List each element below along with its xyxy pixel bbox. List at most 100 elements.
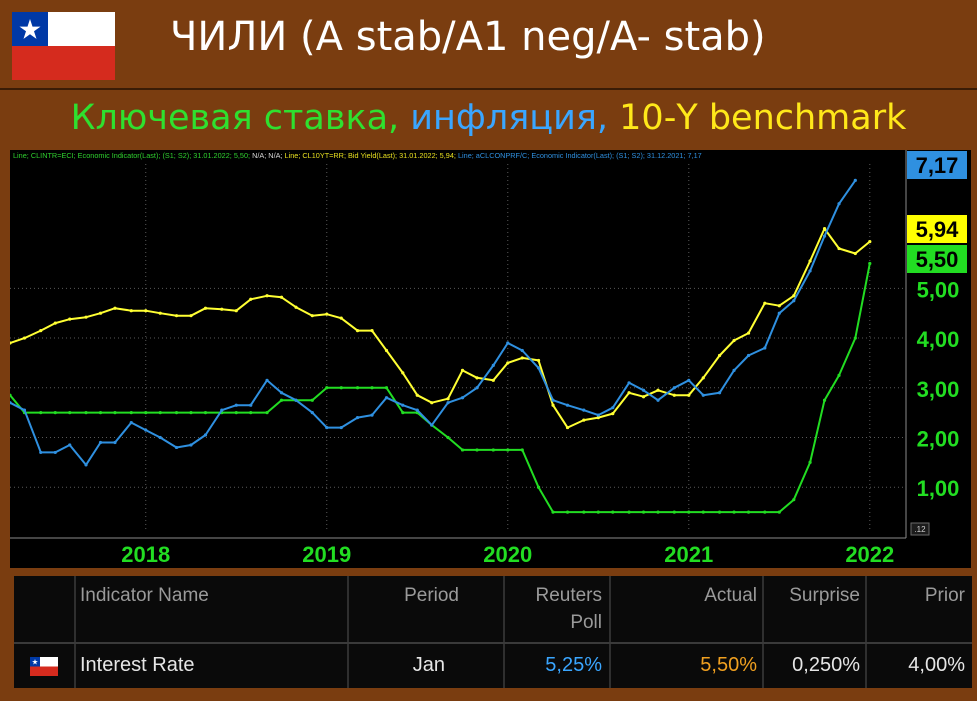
series-point-0 [732, 338, 736, 343]
chart-panel: Line; CLINTR=ECI; Economic Indicator(Las… [10, 150, 971, 568]
series-point-0 [113, 306, 117, 310]
series-point-2 [460, 396, 465, 400]
row-indicator-name[interactable]: Interest Rate [80, 654, 195, 676]
header-reuters-poll[interactable]: Reuters Poll [509, 582, 602, 636]
series-point-2 [596, 413, 600, 417]
subtitle-inflation: инфляция, [410, 98, 620, 138]
x-tick-label: 2022 [845, 542, 894, 567]
series-point-1 [717, 510, 722, 514]
series-point-0 [203, 306, 208, 310]
series-point-0 [158, 311, 162, 315]
series-point-0 [339, 316, 343, 320]
series-point-1 [53, 411, 57, 415]
column-divider [762, 576, 764, 688]
series-point-1 [536, 485, 541, 489]
series-point-2 [808, 269, 812, 273]
series-point-0 [672, 393, 676, 397]
series-point-1 [39, 411, 43, 415]
series-point-0 [370, 328, 374, 333]
series-point-1 [687, 510, 691, 514]
header-actual[interactable]: Actual [704, 585, 757, 606]
series-point-0 [265, 294, 269, 298]
series-point-0 [98, 311, 103, 315]
series-point-2 [113, 440, 117, 445]
x-tick-label: 2018 [121, 542, 170, 567]
series-point-0 [596, 416, 600, 420]
row-surprise: 0,250% [792, 654, 860, 676]
series-point-0 [234, 309, 238, 313]
series-point-1 [746, 510, 751, 514]
series-point-0 [10, 341, 12, 345]
series-point-0 [656, 388, 660, 392]
y-tick-label: 3,00 [917, 377, 960, 402]
series-point-0 [822, 227, 827, 231]
series-point-1 [158, 411, 162, 415]
series-point-1 [98, 411, 103, 415]
series-point-2 [203, 433, 208, 437]
series-point-1 [234, 411, 238, 415]
series-point-0 [460, 368, 465, 372]
series-point-2 [672, 386, 676, 390]
column-divider [865, 576, 867, 688]
y-tick-label: 4,00 [917, 327, 960, 352]
series-point-1 [113, 411, 117, 415]
chile-flag-icon [12, 12, 115, 80]
corner-label: .12 [914, 525, 926, 534]
y-tick-label: 2,00 [917, 427, 960, 452]
header-reuters-poll-line2: Poll [570, 612, 602, 633]
row-prior: 4,00% [908, 654, 965, 676]
header-prior[interactable]: Prior [924, 585, 965, 606]
series-point-0 [536, 358, 541, 363]
corner-box [910, 522, 930, 536]
header: ЧИЛИ (A stab/A1 neg/A- stab) [0, 0, 977, 88]
series-point-2 [717, 391, 722, 395]
series-point-2 [746, 353, 751, 358]
series-point-2 [446, 401, 450, 405]
series-point-1 [10, 393, 12, 397]
series-point-2 [325, 425, 329, 430]
series-point-0 [129, 309, 133, 313]
series-point-2 [370, 413, 374, 417]
legend-entry-3: Line; aCLCONPRF/C; Economic Indicator(La… [458, 151, 702, 160]
series-point-0 [279, 295, 284, 299]
subtitle-benchmark: 10-Y benchmark [619, 98, 907, 138]
series-point-1 [853, 336, 857, 340]
series-point-1 [837, 373, 841, 377]
series-point-2 [732, 368, 736, 372]
series-point-0 [84, 315, 88, 319]
series-point-1 [174, 411, 179, 415]
series-point-0 [792, 294, 796, 298]
x-tick-label: 2019 [302, 542, 351, 567]
series-point-2 [687, 378, 691, 382]
series-point-2 [339, 425, 343, 430]
series-point-1 [144, 411, 148, 415]
header-period[interactable]: Period [404, 585, 459, 606]
value-label: 5,94 [907, 215, 967, 243]
series-point-1 [370, 386, 374, 390]
series-point-1 [656, 510, 660, 514]
series-point-2 [129, 420, 133, 425]
series-point-2 [491, 363, 495, 368]
value-label: 5,50 [907, 245, 967, 273]
series-point-1 [310, 398, 314, 402]
value-label-text: 5,50 [916, 247, 959, 272]
series-point-0 [491, 378, 495, 382]
series-point-0 [430, 401, 434, 405]
series-point-0 [384, 348, 389, 353]
series-point-0 [777, 304, 781, 308]
header-indicator-name[interactable]: Indicator Name [80, 585, 209, 606]
series-point-1 [475, 448, 479, 452]
series-point-2 [415, 408, 419, 412]
chile-flag-icon [30, 657, 58, 676]
series-point-2 [249, 403, 253, 407]
series-point-2 [265, 378, 269, 382]
value-label: 7,17 [907, 151, 967, 179]
series-point-2 [234, 403, 238, 407]
series-point-2 [520, 348, 524, 353]
series-point-0 [687, 393, 691, 397]
series-point-0 [853, 251, 857, 256]
series-point-0 [189, 314, 193, 318]
header-surprise[interactable]: Surprise [789, 585, 860, 606]
series-point-2 [401, 403, 405, 407]
series-point-0 [837, 246, 841, 251]
